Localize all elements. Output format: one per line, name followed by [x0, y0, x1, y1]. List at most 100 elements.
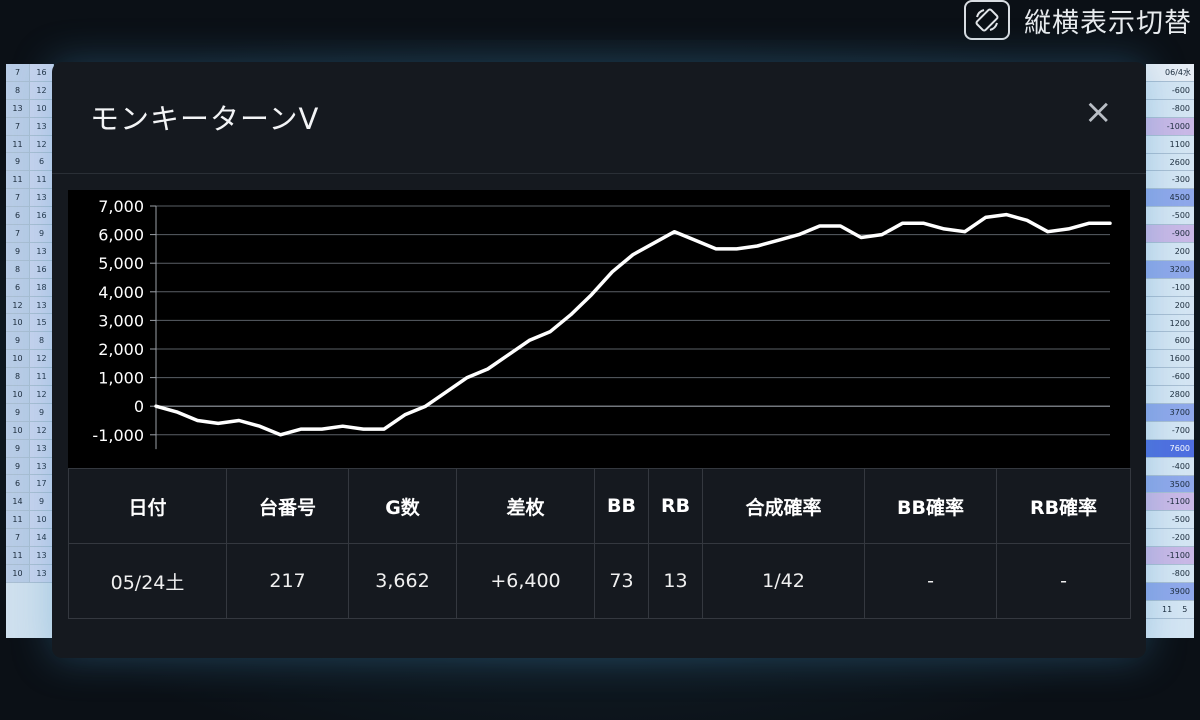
background-cell: 1600	[1146, 350, 1194, 369]
background-cell: 9	[30, 493, 54, 511]
background-cell: 8	[6, 368, 30, 386]
background-cell: 9	[6, 457, 30, 475]
background-cell: -100	[1146, 279, 1194, 297]
background-cell: 11	[6, 547, 30, 564]
background-cell: 10	[30, 511, 54, 529]
background-cell: 2800	[1146, 386, 1194, 405]
background-row: 11 12	[6, 135, 54, 154]
orientation-toggle[interactable]: 縦横表示切替	[964, 0, 1192, 40]
table-cell: -	[864, 543, 997, 619]
background-cell: 13	[30, 457, 54, 475]
background-cell: -1100	[1146, 547, 1194, 566]
background-cell: 16	[30, 64, 54, 81]
table-header-cell: BB確率	[864, 468, 997, 544]
table-cell: -	[996, 543, 1131, 619]
background-cell: 3200	[1146, 260, 1194, 279]
background-table-left: 7 16 8 12 13 10 7 13 11 12 9 6 11 11 7 13 6 16 7 9 9 13 8 16 6 18…	[6, 64, 54, 638]
background-row: 10 12	[6, 386, 54, 404]
background-cell: 11	[6, 171, 30, 189]
background-cell: 3900	[1146, 582, 1194, 601]
close-icon[interactable]: ×	[1084, 92, 1113, 132]
background-cell: 10	[6, 314, 30, 332]
background-row: 14 9	[6, 493, 54, 512]
background-cell: 7	[6, 64, 30, 81]
background-cell: 17	[30, 475, 54, 493]
data-table: 日付 台番号 G数 差枚 BB RB 合成確率 BB確率 RB確率 05/24土 217 3,662…	[68, 468, 1131, 619]
background-cell: 7	[6, 529, 30, 547]
background-cell: 8	[30, 332, 54, 350]
background-row: 8 12	[6, 81, 54, 100]
background-cell: 12	[30, 421, 54, 439]
table-header-cell: 合成確率	[702, 468, 865, 544]
y-tick-label: 0	[134, 397, 144, 416]
table-cell: 1/42	[702, 543, 865, 619]
modal-title: モンキーターンV	[90, 102, 320, 136]
table-header-cell: 台番号	[226, 468, 349, 544]
background-cell: 11	[1162, 604, 1173, 614]
difference-line-chart: 7,000 6,000 5,000 4,000 3,000 2,000 1,000 0 -1,0…	[68, 190, 1130, 468]
background-cell: 13	[30, 242, 54, 260]
background-cell: 7	[6, 117, 30, 135]
background-cell: 10	[6, 564, 30, 582]
background-cell: 11	[6, 135, 30, 153]
background-cell: 18	[30, 278, 54, 296]
background-cell: 6	[6, 278, 30, 296]
background-cell: 12	[30, 350, 54, 368]
background-table-right: 06/4水 -600 -800 -1000 1100 2600 -300 4500 -500-…	[1146, 64, 1194, 638]
background-row: 6 18	[6, 278, 54, 297]
background-cell: -500	[1146, 207, 1194, 226]
background-row: 11 5	[1146, 601, 1194, 619]
background-cell: 16	[30, 260, 54, 278]
chart-svg: 7,000 6,000 5,000 4,000 3,000 2,000 1,000 0 -1,0…	[92, 197, 1112, 450]
table-header-cell: 差枚	[456, 468, 595, 544]
orientation-toggle-label[interactable]: 縦横表示切替	[1024, 7, 1192, 39]
background-cell: -400	[1146, 458, 1194, 476]
y-tick-label: 3,000	[98, 311, 144, 330]
series-line	[154, 212, 1112, 437]
background-cell: -600	[1146, 368, 1194, 387]
background-cell: 4500	[1146, 189, 1194, 208]
background-cell: 11	[6, 511, 30, 529]
background-cell: 8	[6, 81, 30, 99]
table-header-cell: RB確率	[996, 468, 1131, 544]
background-cell: 9	[6, 332, 30, 350]
rotate-screen-icon[interactable]	[964, 0, 1010, 40]
background-cell: -900	[1146, 225, 1194, 244]
background-cell: -500	[1146, 511, 1194, 530]
y-tick-label: -1,000	[92, 426, 144, 445]
table-header-cell: BB	[594, 468, 649, 544]
background-row: 8 16	[6, 260, 54, 279]
background-cell: -800	[1146, 100, 1194, 118]
background-cell: 13	[30, 439, 54, 457]
table-cell: 3,662	[348, 543, 457, 619]
y-tick-label: 6,000	[98, 226, 144, 245]
table-header-row: 日付 台番号 G数 差枚 BB RB 合成確率 BB確率 RB確率	[68, 468, 1131, 544]
background-cell: 6	[6, 475, 30, 493]
y-tick-label: 1,000	[98, 369, 144, 388]
y-tick-label: 4,000	[98, 283, 144, 302]
background-row: 12 13	[6, 296, 54, 315]
table-cell: 217	[226, 543, 349, 619]
background-cell: 15	[30, 314, 54, 332]
table-header-cell: G数	[348, 468, 457, 544]
background-cell: 10	[30, 99, 54, 117]
table-cell: 13	[648, 543, 703, 619]
background-cell: -1100	[1146, 493, 1194, 512]
background-row: 6 17	[6, 475, 54, 494]
modal-header: モンキーターンV ×	[52, 62, 1146, 174]
background-cell: 12	[30, 386, 54, 403]
background-cell: -800	[1146, 565, 1194, 583]
background-row: 11 11	[6, 171, 54, 190]
background-cell: 9	[6, 439, 30, 457]
background-cell: 13	[30, 564, 54, 582]
y-tick-label: 2,000	[98, 340, 144, 359]
background-cell: 8	[6, 260, 30, 278]
background-row: 7 13	[6, 189, 54, 208]
background-cell: 13	[30, 189, 54, 207]
background-cell: 9	[30, 225, 54, 242]
background-cell: 3500	[1146, 475, 1194, 494]
table-header-cell: RB	[648, 468, 703, 544]
background-cell: 2600	[1146, 154, 1194, 172]
